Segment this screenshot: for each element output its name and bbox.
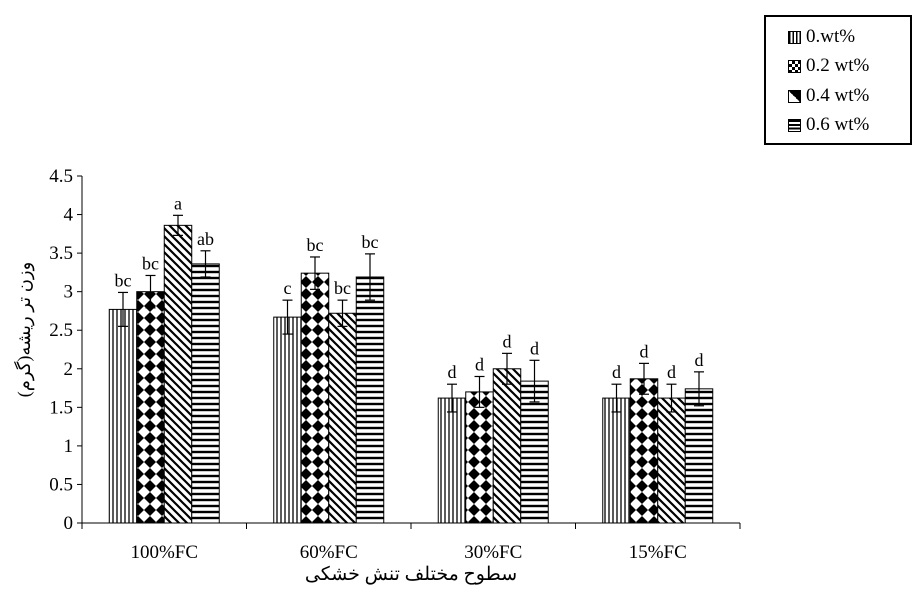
legend-swatch-diamonds	[788, 59, 801, 73]
significance-label: d	[667, 362, 676, 382]
significance-label: c	[284, 278, 292, 298]
y-tick-label: 4.5	[49, 166, 73, 187]
legend-item-series-4: 0.6 wt%	[788, 113, 869, 137]
significance-label: bc	[334, 278, 351, 298]
x-tick-label: 100%FC	[130, 542, 198, 563]
y-tick-label: 2.5	[49, 320, 73, 341]
significance-label: d	[503, 331, 512, 351]
significance-label: bc	[142, 253, 159, 273]
legend: 0.wt% 0.2 wt% 0.4 wt% 0.6 wt%	[764, 15, 912, 145]
bar	[629, 378, 659, 524]
bar	[273, 316, 302, 524]
significance-label: a	[174, 193, 182, 213]
y-axis-title: وزن تر ریشه(گرم)	[13, 262, 35, 398]
y-tick-label: 1	[64, 436, 74, 457]
legend-item-series-1: 0.wt%	[788, 25, 855, 49]
y-tick-label: 3.5	[49, 243, 73, 264]
bar	[657, 397, 686, 524]
significance-label: d	[448, 362, 457, 382]
y-tick-label: 0	[64, 513, 74, 534]
legend-item-series-2: 0.2 wt%	[788, 54, 869, 78]
bar	[355, 276, 385, 524]
bar	[465, 391, 494, 524]
bar	[108, 308, 138, 524]
significance-label: d	[695, 350, 704, 370]
legend-label: 0.6 wt%	[806, 114, 870, 135]
bar	[520, 380, 549, 524]
y-tick-label: 1.5	[49, 397, 73, 418]
bar	[191, 263, 220, 524]
x-tick-label: 60%FC	[300, 542, 358, 563]
legend-swatch-diagonal-lines	[788, 89, 801, 103]
y-tick-label: 4	[64, 205, 74, 226]
legend-item-series-3: 0.4 wt%	[788, 84, 869, 108]
significance-label: d	[640, 341, 649, 361]
significance-label: d	[612, 362, 621, 382]
y-tick-label: 0.5	[49, 474, 73, 495]
bar	[602, 397, 631, 524]
plot-area: 00.511.522.533.544.5100%FCbcbcaab60%FCcb…	[13, 166, 741, 585]
x-tick-label: 15%FC	[629, 542, 687, 563]
significance-label: d	[530, 338, 539, 358]
legend-swatch-horizontal-lines	[788, 118, 801, 132]
bar	[136, 291, 165, 524]
significance-label: ab	[197, 229, 214, 249]
bar	[684, 388, 714, 524]
significance-label: bc	[307, 235, 324, 255]
bar	[300, 272, 330, 524]
legend-label: 0.4 wt%	[806, 85, 870, 106]
bar	[163, 224, 193, 524]
y-tick-label: 2	[64, 359, 74, 380]
legend-label: 0.wt%	[806, 26, 856, 47]
significance-label: bc	[362, 232, 379, 252]
significance-label: bc	[115, 270, 132, 290]
legend-label: 0.2 wt%	[806, 55, 870, 76]
bar	[328, 312, 357, 524]
x-axis-title: سطوح مختلف تنش خشکی	[305, 564, 517, 585]
bar	[437, 397, 467, 524]
significance-label: d	[475, 354, 484, 374]
legend-swatch-vertical-lines	[788, 30, 801, 44]
y-tick-label: 3	[64, 282, 74, 303]
x-tick-label: 30%FC	[464, 542, 522, 563]
bar	[492, 368, 522, 524]
